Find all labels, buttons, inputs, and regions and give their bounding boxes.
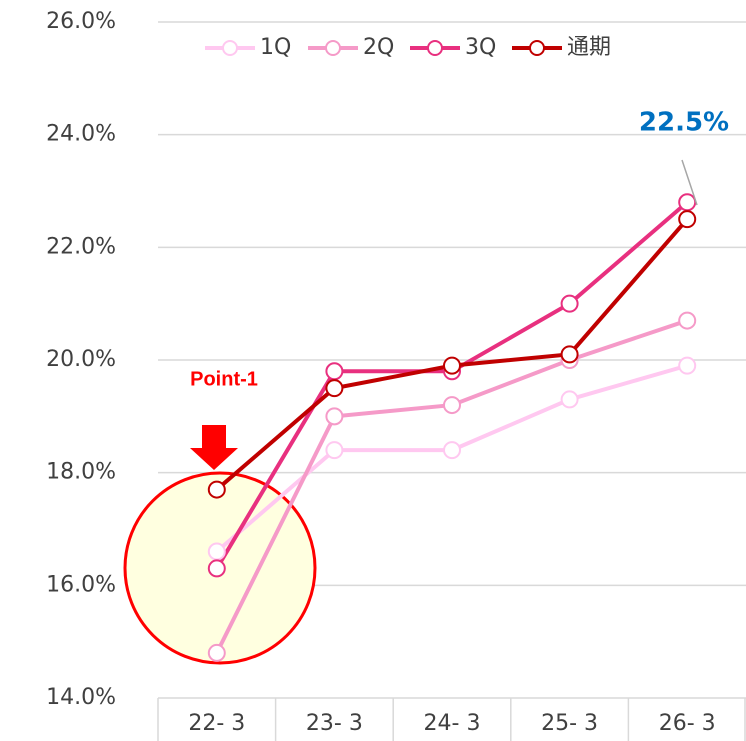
y-tick-label: 22.0%: [46, 234, 116, 259]
data-point: [325, 441, 344, 460]
y-tick-label: 24.0%: [46, 122, 116, 147]
data-point: [678, 356, 697, 375]
data-point: [325, 379, 344, 398]
y-tick-label: 18.0%: [46, 460, 116, 485]
y-tick-label: 16.0%: [46, 572, 116, 597]
data-point: [325, 362, 344, 381]
arrow: [190, 425, 238, 470]
x-tick-label: 26- 3: [659, 711, 716, 736]
legend-marker: [427, 40, 443, 56]
data-point: [560, 390, 579, 409]
data-point: [678, 210, 697, 229]
legend-label: 1Q: [260, 35, 291, 60]
x-tick-label: 24- 3: [424, 711, 481, 736]
data-point: [678, 311, 697, 330]
legend-label: 2Q: [363, 35, 394, 60]
legend-marker: [529, 40, 545, 56]
legend-label: 3Q: [465, 35, 496, 60]
legend-marker: [325, 40, 341, 56]
data-point: [443, 441, 461, 460]
x-tick-label: 22- 3: [188, 711, 245, 736]
legend-marker: [222, 40, 238, 56]
data-point: [325, 407, 344, 426]
annotation: Point-1: [190, 368, 258, 390]
data-point: [678, 193, 697, 212]
data-point: [443, 396, 461, 415]
y-tick-label: 26.0%: [46, 9, 116, 34]
data-point: [207, 643, 226, 662]
x-tick-label: 25- 3: [541, 711, 598, 736]
y-tick-label: 14.0%: [46, 685, 116, 710]
leader-line: [681, 159, 698, 206]
annotation: 22.5%: [639, 108, 729, 138]
x-tick-label: 23- 3: [306, 711, 363, 736]
legend-label: 通期: [567, 35, 611, 60]
data-point: [207, 559, 226, 578]
data-point: [560, 345, 579, 364]
data-point: [560, 294, 579, 313]
y-tick-label: 20.0%: [46, 347, 116, 372]
data-point: [207, 542, 226, 561]
data-point: [207, 480, 226, 499]
data-point: [443, 356, 461, 375]
